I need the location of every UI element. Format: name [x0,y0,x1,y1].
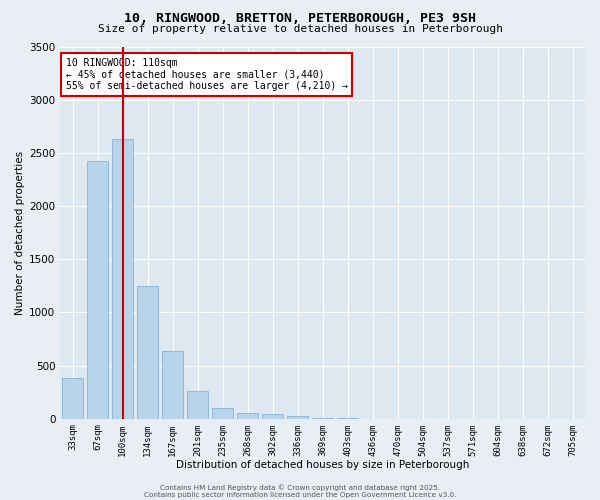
Bar [262,414,283,418]
Bar [87,162,109,418]
Bar [187,391,208,418]
Bar [137,286,158,418]
Text: 10, RINGWOOD, BRETTON, PETERBOROUGH, PE3 9SH: 10, RINGWOOD, BRETTON, PETERBOROUGH, PE3… [124,12,476,26]
Text: Size of property relative to detached houses in Peterborough: Size of property relative to detached ho… [97,24,503,34]
Bar [212,408,233,418]
Bar [237,413,258,418]
Bar [112,139,133,418]
Y-axis label: Number of detached properties: Number of detached properties [15,150,25,314]
X-axis label: Distribution of detached houses by size in Peterborough: Distribution of detached houses by size … [176,460,469,470]
Text: Contains public sector information licensed under the Open Government Licence v3: Contains public sector information licen… [144,492,456,498]
Text: Contains HM Land Registry data © Crown copyright and database right 2025.: Contains HM Land Registry data © Crown c… [160,484,440,491]
Bar [287,416,308,418]
Bar [62,378,83,418]
Text: 10 RINGWOOD: 110sqm
← 45% of detached houses are smaller (3,440)
55% of semi-det: 10 RINGWOOD: 110sqm ← 45% of detached ho… [65,58,347,91]
Bar [162,350,184,418]
